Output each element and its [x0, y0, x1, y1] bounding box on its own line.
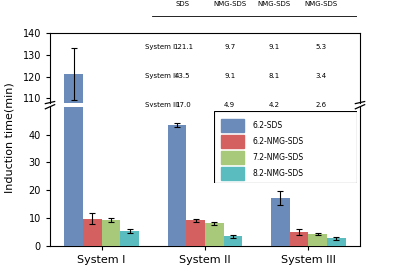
- Bar: [120, 231, 139, 246]
- Bar: [224, 236, 242, 246]
- Bar: [186, 220, 205, 246]
- Text: Induction time(min): Induction time(min): [4, 83, 14, 193]
- Bar: [64, 0, 83, 246]
- Bar: [271, 198, 290, 246]
- Bar: [102, 220, 120, 246]
- Bar: [308, 234, 327, 246]
- Bar: [83, 219, 102, 246]
- Bar: [168, 243, 186, 276]
- Bar: [168, 125, 186, 246]
- Bar: [327, 238, 346, 246]
- Bar: [64, 74, 83, 276]
- Bar: [290, 232, 308, 246]
- Bar: [205, 223, 224, 246]
